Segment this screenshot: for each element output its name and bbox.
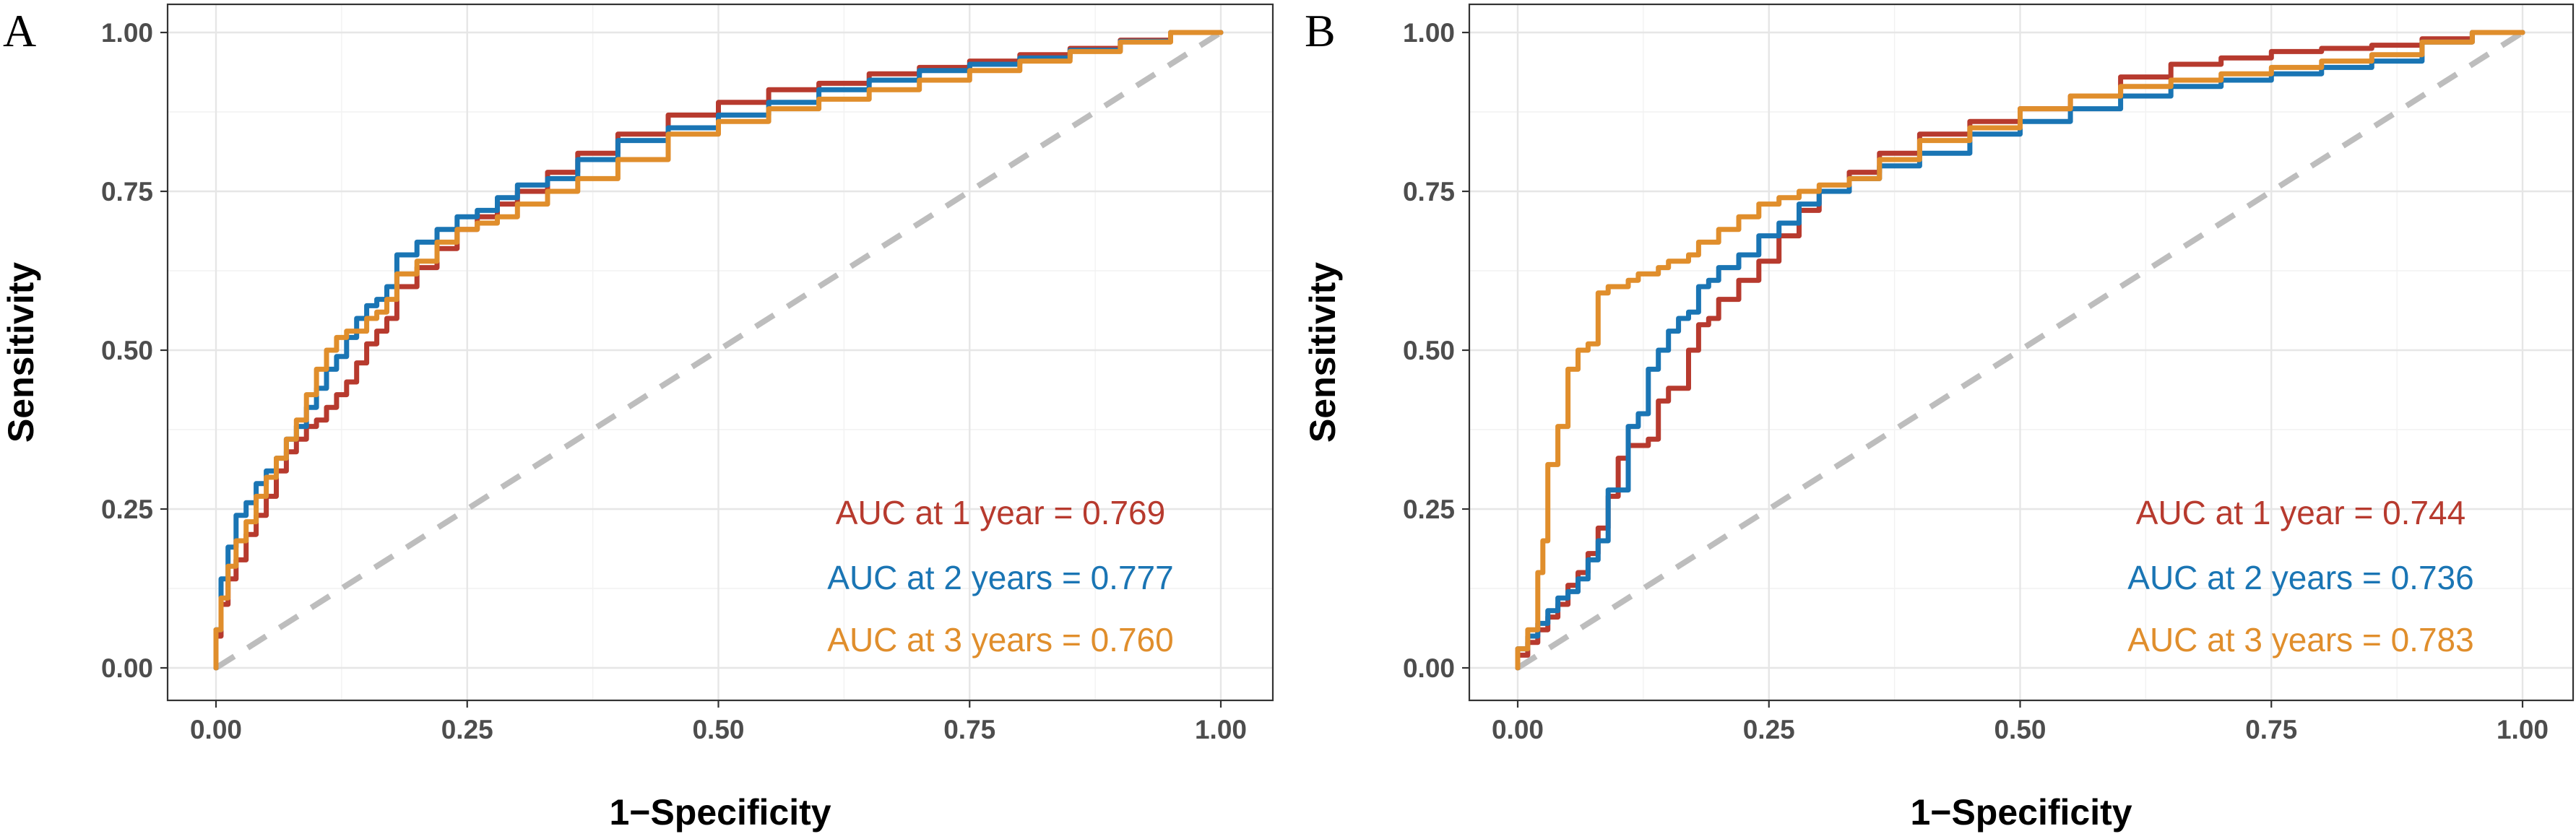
panel-b-gridlines (1469, 4, 2573, 700)
y-tick-label: 0.00 (1403, 653, 1455, 683)
y-tick-label: 0.25 (1403, 495, 1455, 524)
panel-b-y-tick-labels: 0.00 0.25 0.50 0.75 1.00 (1403, 18, 1455, 683)
panel-b-axis-ticks (1462, 31, 2524, 708)
panel-b-x-tick-labels: 0.00 0.25 0.50 0.75 1.00 (1492, 715, 2549, 744)
y-tick-label: 0.75 (1403, 177, 1455, 207)
panel-b-plot-border (1468, 3, 2575, 702)
panel-a-y-tick-labels: 0.00 0.25 0.50 0.75 1.00 (101, 18, 153, 683)
panel-a-letter: A (3, 5, 36, 56)
panel-a-roc-curves (213, 30, 1224, 671)
panel-a-x-tick-labels: 0.00 0.25 0.50 0.75 1.00 (190, 715, 1247, 744)
panel-a-y-axis-title: Sensitivity (1, 262, 41, 443)
panel-b-roc-curve-3-years (1515, 30, 2525, 671)
panel-a-plot-border (166, 3, 1274, 702)
panel-b-auc-2-years: AUC at 2 years = 0.736 (2127, 559, 2473, 596)
panel-b-reference-line (1516, 30, 2525, 671)
x-tick-label: 0.00 (190, 715, 242, 744)
panel-a-reference-line (214, 30, 1223, 671)
panel-a-auc-2-years: AUC at 2 years = 0.777 (827, 559, 1173, 596)
panel-b-auc-1-year: AUC at 1 year = 0.744 (2136, 494, 2465, 531)
y-tick-label: 1.00 (1403, 18, 1455, 48)
panel-b: B 0.00 0.25 0.50 0.75 1.00 0.00 0.25 0.5… (1302, 3, 2575, 833)
y-tick-label: 0.50 (101, 336, 153, 365)
x-tick-label: 1.00 (1195, 715, 1247, 744)
x-tick-label: 1.00 (2497, 715, 2549, 744)
panel-a-x-axis-title: 1−Specificity (609, 792, 831, 833)
y-tick-label: 0.50 (1403, 336, 1455, 365)
panel-a-auc-legend: AUC at 1 year = 0.769 AUC at 2 years = 0… (827, 494, 1173, 658)
panel-a-roc-curve-2-years (213, 30, 1224, 671)
x-tick-label: 0.00 (1492, 715, 1544, 744)
x-tick-label: 0.75 (2245, 715, 2297, 744)
y-tick-label: 1.00 (101, 18, 153, 48)
panel-a: A 0.00 0.25 0.50 0.75 1.00 0.00 0.25 0.5… (1, 3, 1274, 833)
panel-a-roc-curve-1-year (213, 30, 1224, 671)
panel-a-roc-curve-3-years (213, 30, 1224, 671)
panel-a-auc-1-year: AUC at 1 year = 0.769 (836, 494, 1165, 531)
panel-b-y-axis-title: Sensitivity (1302, 262, 1343, 443)
panel-b-roc-curve-1-year (1515, 30, 2525, 671)
panel-a-axis-ticks (160, 31, 1222, 708)
panel-b-auc-3-years: AUC at 3 years = 0.783 (2127, 621, 2473, 658)
x-tick-label: 0.25 (1743, 715, 1795, 744)
panel-a-gridlines (168, 4, 1273, 700)
x-tick-label: 0.75 (943, 715, 995, 744)
y-tick-label: 0.25 (101, 495, 153, 524)
y-tick-label: 0.75 (101, 177, 153, 207)
panel-b-auc-legend: AUC at 1 year = 0.744 AUC at 2 years = 0… (2127, 494, 2473, 658)
x-tick-label: 0.50 (1994, 715, 2046, 744)
x-tick-label: 0.25 (441, 715, 493, 744)
panel-b-x-axis-title: 1−Specificity (1910, 792, 2132, 833)
panel-a-auc-3-years: AUC at 3 years = 0.760 (827, 621, 1173, 658)
panel-b-roc-curves (1515, 30, 2525, 671)
x-tick-label: 0.50 (692, 715, 744, 744)
panel-b-letter: B (1305, 5, 1336, 56)
y-tick-label: 0.00 (101, 653, 153, 683)
